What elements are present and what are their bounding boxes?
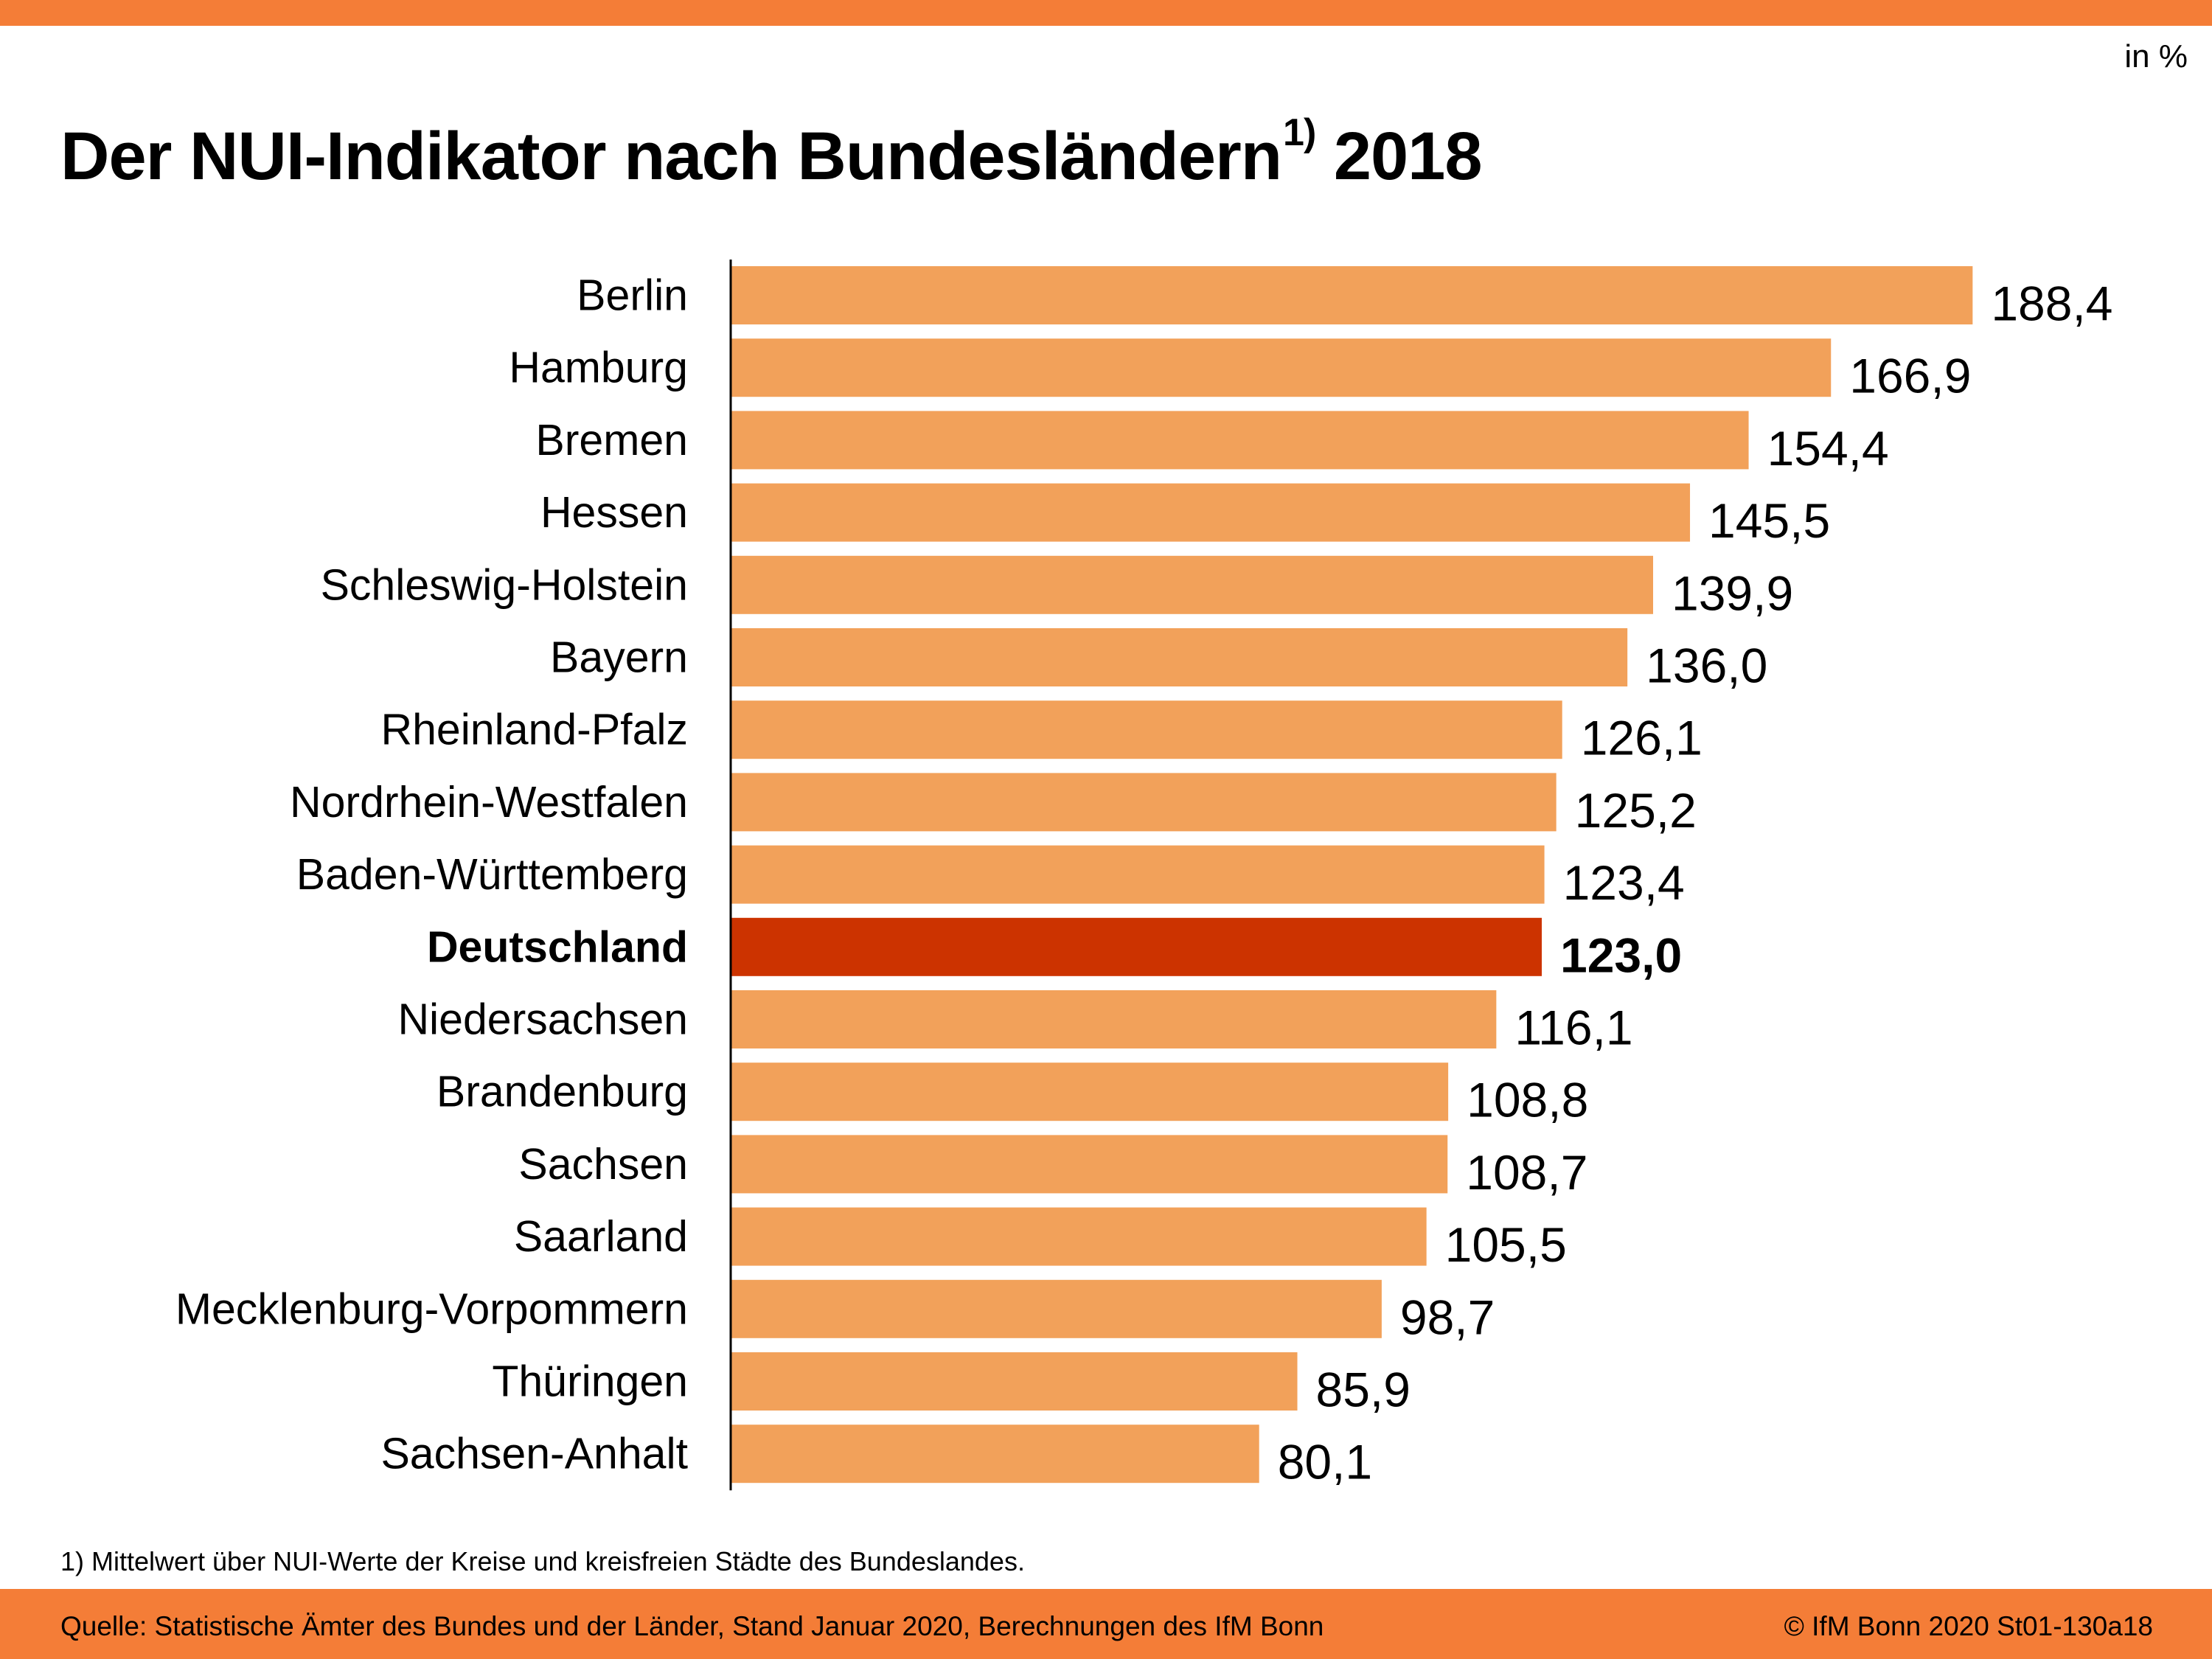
value-label: 108,7 xyxy=(1466,1145,1587,1200)
bars-group xyxy=(731,266,1973,1484)
value-label: 145,5 xyxy=(1708,493,1830,548)
value-label: 154,4 xyxy=(1767,421,1889,476)
bar xyxy=(731,483,1691,542)
bar xyxy=(731,845,1545,904)
bar xyxy=(731,1352,1298,1411)
bar xyxy=(731,338,1832,397)
value-label: 116,1 xyxy=(1514,1001,1632,1055)
category-label: Sachsen xyxy=(518,1140,688,1189)
category-labels: Berlin Hamburg Bremen Hessen Schleswig-Holst… xyxy=(175,271,688,1478)
value-label: 126,1 xyxy=(1581,711,1703,765)
copyright-note: © IfM Bonn 2020 St01-130a18 xyxy=(1784,1611,2153,1641)
title-footnote-marker: 1) xyxy=(1283,111,1316,154)
category-label: Bremen xyxy=(535,416,688,465)
source-note: Quelle: Statistische Ämter des Bundes un… xyxy=(60,1611,1324,1641)
category-label: Hessen xyxy=(540,488,688,537)
category-label: Niedersachsen xyxy=(397,995,688,1044)
category-label: Baden-Württemberg xyxy=(296,850,688,899)
category-label: Deutschland xyxy=(427,922,688,971)
top-band xyxy=(0,0,2212,26)
category-label: Schleswig-Holstein xyxy=(321,560,688,609)
bar xyxy=(731,266,1973,324)
category-label: Bayern xyxy=(550,633,688,682)
category-label: Mecklenburg-Vorpommern xyxy=(175,1284,688,1333)
value-label: 98,7 xyxy=(1400,1290,1495,1344)
bar-highlight xyxy=(731,917,1543,976)
value-label: 123,0 xyxy=(1560,928,1682,982)
category-label: Rheinland-Pfalz xyxy=(380,706,688,754)
value-label: 188,4 xyxy=(1991,276,2112,331)
bar xyxy=(731,628,1628,686)
value-label: 105,5 xyxy=(1445,1217,1567,1272)
title-year: 2018 xyxy=(1333,119,1483,194)
title-text: Der NUI-Indikator nach Bundesländern xyxy=(60,119,1282,194)
category-label: Berlin xyxy=(577,271,688,320)
value-label: 80,1 xyxy=(1278,1435,1372,1489)
value-label: 125,2 xyxy=(1575,783,1697,838)
bar xyxy=(731,411,1749,470)
value-labels: 188,4 166,9 154,4 145,5 139,9 136,0 126,1 125,2… xyxy=(1278,276,2113,1489)
category-label: Hamburg xyxy=(509,344,688,392)
category-label: Brandenburg xyxy=(437,1068,688,1116)
category-label: Nordrhein-Westfalen xyxy=(290,778,688,827)
value-label: 136,0 xyxy=(1646,639,1767,693)
category-label: Sachsen-Anhalt xyxy=(380,1430,688,1478)
value-label: 108,8 xyxy=(1467,1073,1588,1127)
bar xyxy=(731,700,1562,759)
footnote: 1) Mittelwert über NUI-Werte der Kreise … xyxy=(60,1546,1025,1576)
bar xyxy=(731,1062,1449,1121)
value-label: 139,9 xyxy=(1672,566,1793,620)
category-label: Thüringen xyxy=(492,1357,688,1406)
bar xyxy=(731,1425,1259,1484)
chart-title: Der NUI-Indikator nach Bundesländern1) 2… xyxy=(60,114,1483,195)
unit-label: in % xyxy=(2124,38,2188,74)
bar xyxy=(731,990,1497,1048)
value-label: 166,9 xyxy=(1849,349,1971,403)
bar xyxy=(731,1279,1382,1338)
value-label: 123,4 xyxy=(1563,855,1685,910)
bar xyxy=(731,773,1557,832)
bar xyxy=(731,555,1654,614)
bar xyxy=(731,1207,1427,1266)
footer-band xyxy=(0,1589,2212,1659)
category-label: Saarland xyxy=(514,1212,688,1261)
value-label: 85,9 xyxy=(1316,1363,1411,1417)
bar xyxy=(731,1135,1448,1194)
